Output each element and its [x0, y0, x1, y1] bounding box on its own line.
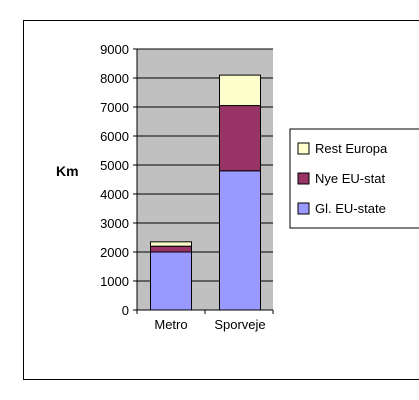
- bar-segment: [150, 251, 192, 311]
- legend-label: Gl. EU-state: [315, 201, 386, 216]
- legend-label: Rest Europa: [315, 141, 388, 156]
- axes: [133, 48, 274, 314]
- y-tick-labels: 0 1000 2000 3000 4000 5000 6000 7000 8000 9000: [100, 42, 129, 318]
- bar-segment: [219, 170, 261, 311]
- bar-segment: [150, 245, 192, 253]
- x-tick-label: Sporveje: [214, 317, 265, 332]
- y-tick-label: 3000: [100, 216, 129, 231]
- y-tick-label: 9000: [100, 42, 129, 57]
- y-tick-label: 8000: [100, 71, 129, 86]
- y-tick-label: 1000: [100, 274, 129, 289]
- y-tick-label: 2000: [100, 245, 129, 260]
- y-tick-label: 0: [122, 303, 129, 318]
- x-tick-label: Metro: [154, 317, 187, 332]
- bar-segment: [219, 74, 261, 107]
- bar-segment: [150, 241, 192, 247]
- legend: Rest Europa Nye EU-stat Gl. EU-state: [289, 128, 419, 229]
- bar-segment: [219, 105, 261, 172]
- legend-swatch: [297, 142, 310, 155]
- y-tick-label: 5000: [100, 158, 129, 173]
- y-axis-label: Km: [56, 163, 79, 179]
- legend-swatch: [297, 172, 310, 185]
- legend-swatch: [297, 202, 310, 215]
- bars: [150, 74, 261, 311]
- legend-box: [289, 128, 419, 229]
- x-tick-labels: Metro Sporveje: [154, 317, 265, 332]
- y-tick-label: 7000: [100, 100, 129, 115]
- y-tick-label: 4000: [100, 187, 129, 202]
- y-tick-label: 6000: [100, 129, 129, 144]
- legend-label: Nye EU-stat: [315, 171, 385, 186]
